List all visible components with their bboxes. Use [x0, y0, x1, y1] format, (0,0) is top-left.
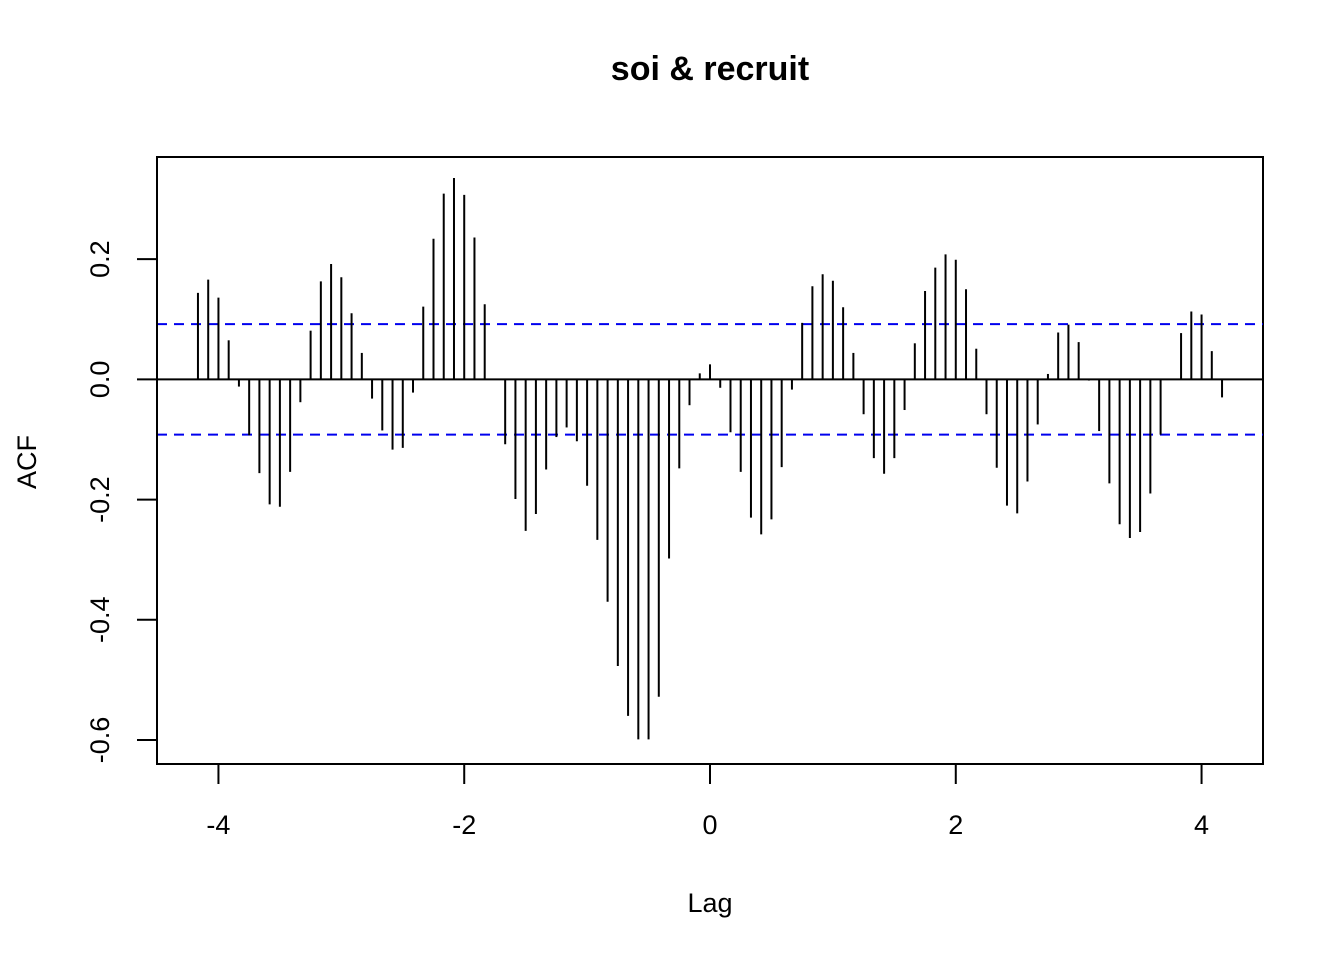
x-tick-label: 2 — [948, 810, 963, 840]
x-axis-label: Lag — [687, 888, 732, 918]
y-tick-label: 0.0 — [85, 361, 115, 399]
y-tick-label: -0.4 — [85, 596, 115, 643]
x-tick-label: -4 — [206, 810, 230, 840]
plot-frame — [156, 156, 1264, 765]
y-axis-label: ACF — [12, 435, 42, 489]
x-tick-label: 0 — [702, 810, 717, 840]
acf-bars — [196, 178, 1224, 740]
y-axis: -0.6 -0.4 -0.2 0.0 0.2 — [85, 240, 158, 764]
x-tick-label: 4 — [1194, 810, 1209, 840]
y-tick-label: 0.2 — [85, 240, 115, 278]
confidence-bands — [157, 323, 1263, 436]
x-tick-label: -2 — [452, 810, 476, 840]
chart-title: soi & recruit — [611, 50, 809, 88]
y-tick-label: -0.2 — [85, 476, 115, 523]
y-tick-label: -0.6 — [85, 717, 115, 764]
x-axis: -4 -2 0 2 4 — [206, 763, 1209, 840]
